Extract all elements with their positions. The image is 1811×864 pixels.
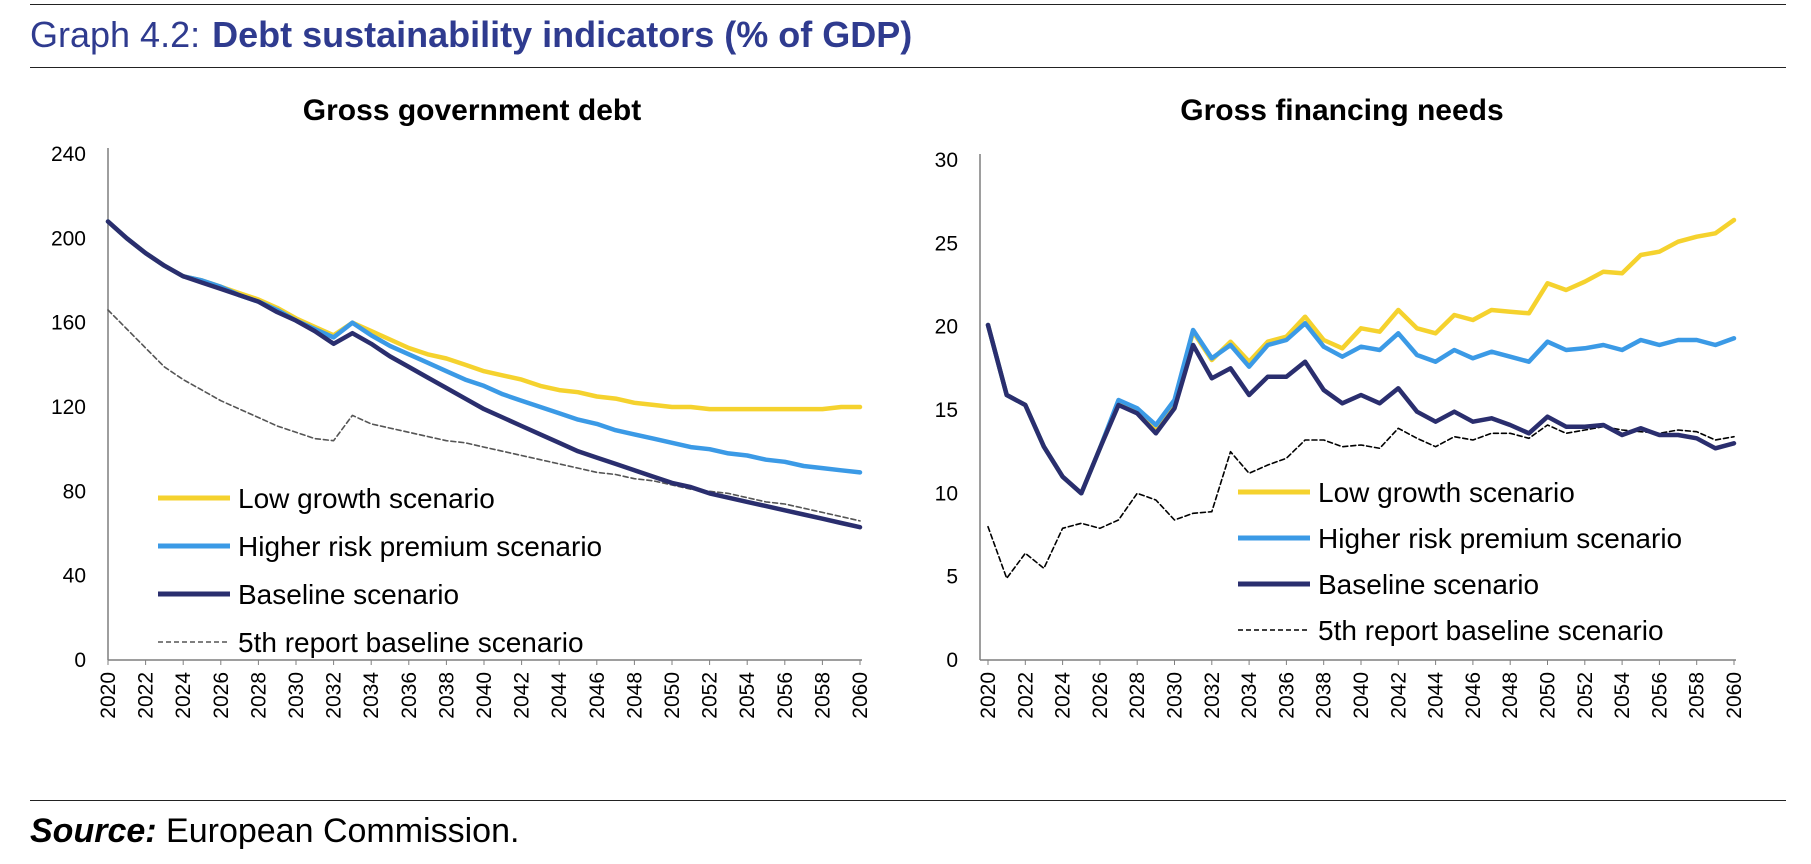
x-tick-label: 2036: [398, 672, 421, 719]
x-tick-label: 2052: [699, 672, 722, 719]
x-tick-label: 2058: [811, 672, 834, 719]
x-tick-label: 2050: [661, 672, 684, 719]
y-tick-label: 15: [935, 399, 958, 422]
x-tick-label: 2060: [849, 672, 872, 719]
chart-gross-government-debt: Gross government debt 0 40 80 120 160 200 240 20…: [51, 94, 872, 719]
x-tick-label: 2040: [473, 672, 496, 719]
x-tick-label: 2034: [360, 672, 383, 719]
title-rule: [30, 67, 1786, 68]
x-tick-label: 2044: [548, 672, 571, 719]
x-tick-label: 2050: [1537, 672, 1560, 719]
x-tick-label: 2052: [1574, 672, 1597, 719]
legend-label-low-growth-scenario: Low growth scenario: [1318, 477, 1575, 508]
x-tick-label: 2048: [623, 672, 646, 719]
x-tick-label: 2022: [1014, 672, 1037, 719]
bottom-rule: [30, 800, 1786, 801]
x-tick-label: 2038: [1313, 672, 1336, 719]
x-tick-label: 2026: [1089, 672, 1112, 719]
legend-label-higher-risk-premium-scenario: Higher risk premium scenario: [238, 531, 602, 562]
x-tick-label: 2060: [1723, 672, 1746, 719]
y-tick-label: 20: [935, 316, 958, 339]
source-note: Source: European Commission.: [30, 812, 519, 851]
x-tick-label: 2054: [736, 672, 759, 719]
graph-title: Graph 4.2: Debt sustainability indicators…: [30, 14, 912, 56]
x-tick-label: 2030: [285, 672, 308, 719]
x-tick-label: 2032: [323, 672, 346, 719]
x-tick-label: 2020: [977, 672, 1000, 719]
x-tick-label: 2042: [1387, 672, 1410, 719]
graph-number: Graph 4.2:: [30, 14, 201, 55]
x-tick-label: 2054: [1611, 672, 1634, 719]
top-rule: [30, 4, 1786, 5]
legend-label-higher-risk-premium-scenario: Higher risk premium scenario: [1318, 523, 1682, 554]
y-tick-label: 240: [51, 143, 86, 166]
series-line-baseline-scenario: [985, 322, 1737, 496]
x-tick-label: 2020: [97, 672, 120, 719]
series-line-baseline-scenario: [105, 219, 863, 530]
y-tick-label: 0: [74, 649, 86, 672]
y-tick-label: 5: [946, 566, 958, 589]
x-tick-label: 2028: [1126, 672, 1149, 719]
x-tick-label: 2028: [247, 672, 270, 719]
x-tick-label: 2038: [435, 672, 458, 719]
x-tick-label: 2022: [135, 672, 158, 719]
y-tick-label: 10: [935, 482, 958, 505]
legend-label-low-growth-scenario: Low growth scenario: [238, 483, 495, 514]
source-text: European Commission.: [166, 812, 520, 850]
x-tick-label: 2040: [1350, 672, 1373, 719]
y-tick-label: 25: [935, 232, 958, 255]
y-tick-label: 0: [946, 649, 958, 672]
legend-label-5th-report-baseline-scenario: 5th report baseline scenario: [1318, 615, 1664, 646]
series-line-higher-risk-premium-scenario: [105, 219, 863, 475]
x-tick-label: 2058: [1686, 672, 1709, 719]
chart-gross-financing-needs: Gross financing needs 0 5 10 15 20 25 30 2020 202…: [935, 94, 1746, 719]
y-tick-label: 80: [63, 480, 86, 503]
x-tick-label: 2042: [511, 672, 534, 719]
x-tick-label: 2046: [586, 672, 609, 719]
legend-label-baseline-scenario: Baseline scenario: [1318, 569, 1539, 600]
source-label: Source:: [30, 812, 157, 850]
y-tick-label: 200: [51, 227, 86, 250]
x-tick-label: 2034: [1238, 672, 1261, 719]
x-tick-label: 2048: [1499, 672, 1522, 719]
series-line-5th-report-baseline-scenario: [107, 309, 861, 522]
series-line-higher-risk-premium-scenario: [985, 321, 1737, 496]
x-tick-label: 2032: [1201, 672, 1224, 719]
legend-label-5th-report-baseline-scenario: 5th report baseline scenario: [238, 627, 584, 658]
y-tick-label: 30: [935, 149, 958, 172]
x-tick-label: 2024: [1052, 672, 1075, 719]
legend-label-baseline-scenario: Baseline scenario: [238, 579, 459, 610]
series-line-low-growth-scenario: [105, 219, 863, 412]
y-tick-label: 120: [51, 396, 86, 419]
x-tick-label: 2044: [1425, 672, 1448, 719]
x-tick-label: 2036: [1275, 672, 1298, 719]
graph-heading: Debt sustainability indicators (% of GDP…: [212, 14, 913, 55]
y-tick-label: 40: [63, 565, 86, 588]
x-tick-label: 2026: [210, 672, 233, 719]
x-tick-label: 2056: [774, 672, 797, 719]
chart-title: Gross government debt: [303, 94, 641, 127]
x-tick-label: 2046: [1462, 672, 1485, 719]
x-tick-label: 2024: [172, 672, 195, 719]
x-tick-label: 2030: [1164, 672, 1187, 719]
chart-title: Gross financing needs: [1180, 94, 1503, 127]
x-tick-label: 2056: [1648, 672, 1671, 719]
y-tick-label: 160: [51, 312, 86, 335]
